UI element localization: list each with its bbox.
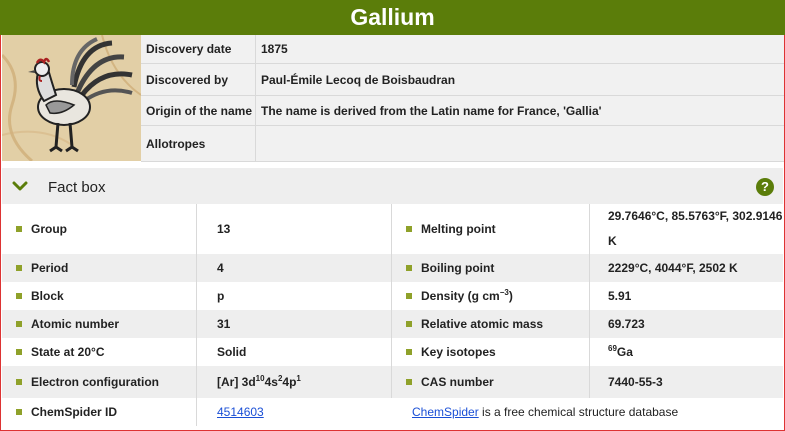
relative-atomic-mass-label-cell: Relative atomic mass — [392, 310, 590, 338]
bullet-icon — [406, 265, 412, 271]
help-icon[interactable]: ? — [756, 178, 774, 196]
chemspider-label: ChemSpider ID — [31, 405, 118, 419]
chemspider-id-link[interactable]: 4514603 — [217, 405, 264, 419]
state-label-cell: State at 20°C — [2, 338, 197, 366]
bullet-icon — [406, 321, 412, 327]
origin-value: The name is derived from the Latin name … — [261, 103, 602, 118]
atomic-number-label: Atomic number — [31, 317, 120, 331]
melting-point-line1: 29.7646°C, 85.5763°F, 302.9146 — [608, 209, 783, 223]
melting-point-value: 29.7646°C, 85.5763°F, 302.9146 K — [590, 204, 783, 254]
cas-number-label: CAS number — [421, 375, 494, 389]
allotropes-label: Allotropes — [141, 126, 256, 161]
fact-box-title: Fact box — [48, 179, 106, 196]
block-label-cell: Block — [2, 282, 197, 310]
discovery-table: Discovery date 1875 Discovered by Paul-É… — [141, 35, 784, 163]
bullet-icon — [406, 293, 412, 299]
origin-label: Origin of the name — [141, 96, 256, 125]
period-label: Period — [31, 261, 69, 275]
boiling-point-label-cell: Boiling point — [392, 254, 590, 282]
key-isotopes-value: 69Ga — [608, 344, 633, 360]
electron-configuration-value: [Ar] 3d104s24p1 — [197, 366, 392, 398]
block-label: Block — [31, 289, 64, 303]
period-label-cell: Period — [2, 254, 197, 282]
bullet-icon — [16, 321, 22, 327]
chevron-down-icon[interactable] — [12, 178, 28, 194]
table-row: Block p Density (g cm−3) 5.91 — [2, 282, 783, 310]
chemspider-link[interactable]: ChemSpider — [412, 405, 479, 419]
table-row: State at 20°C Solid Key isotopes 69Ga — [2, 338, 783, 366]
key-isotopes-label: Key isotopes — [421, 345, 496, 359]
state-label: State at 20°C — [31, 345, 105, 359]
table-row: Group 13 Melting point 29.7646°C, 85.576… — [2, 204, 783, 254]
bullet-icon — [406, 349, 412, 355]
electron-configuration-label-cell: Electron configuration — [2, 366, 197, 398]
block-value: p — [197, 282, 392, 310]
density-label: Density (g cm−3) — [421, 288, 513, 304]
cas-number-value: 7440-55-3 — [608, 375, 663, 389]
density-label-cell: Density (g cm−3) — [392, 282, 590, 310]
bullet-icon — [16, 265, 22, 271]
melting-point-label-cell: Melting point — [392, 204, 590, 254]
relative-atomic-mass-value: 69.723 — [608, 317, 645, 331]
bullet-icon — [406, 379, 412, 385]
atomic-number-value: 31 — [197, 310, 392, 338]
melting-point-line2: K — [608, 234, 617, 248]
page-title: Gallium — [0, 0, 785, 35]
bullet-icon — [16, 409, 22, 415]
discovery-row: Origin of the name The name is derived f… — [141, 96, 784, 126]
bullet-icon — [16, 349, 22, 355]
bullet-icon — [16, 379, 22, 385]
chemspider-label-cell: ChemSpider ID — [2, 398, 197, 426]
bullet-icon — [406, 226, 412, 232]
allotropes-value — [256, 126, 784, 161]
fact-box-header[interactable]: Fact box ? — [2, 168, 783, 204]
discovered-by-label: Discovered by — [141, 64, 256, 95]
discovery-date-value: 1875 — [261, 42, 288, 56]
table-row: Electron configuration [Ar] 3d104s24p1 C… — [2, 366, 783, 398]
discovery-row: Discovery date 1875 — [141, 35, 784, 64]
discovery-date-label: Discovery date — [141, 35, 256, 63]
discovery-row: Discovered by Paul-Émile Lecoq de Boisba… — [141, 64, 784, 96]
discovery-section: Discovery date 1875 Discovered by Paul-É… — [0, 35, 785, 163]
electron-configuration-label: Electron configuration — [31, 375, 160, 389]
relative-atomic-mass-label: Relative atomic mass — [421, 317, 544, 331]
rooster-illustration — [2, 35, 141, 161]
table-row: ChemSpider ID 4514603 ChemSpider is a fr… — [2, 398, 783, 426]
boiling-point-value: 2229°C, 4044°F, 2502 K — [608, 261, 738, 275]
period-value: 4 — [197, 254, 392, 282]
table-row: Period 4 Boiling point 2229°C, 4044°F, 2… — [2, 254, 783, 282]
chemspider-id-cell: 4514603 — [197, 398, 392, 426]
boiling-point-label: Boiling point — [421, 261, 495, 275]
group-value: 13 — [197, 204, 392, 254]
density-value: 5.91 — [608, 289, 632, 303]
bullet-icon — [16, 226, 22, 232]
discovery-row: Allotropes — [141, 126, 784, 162]
melting-point-label: Melting point — [421, 222, 496, 236]
state-value: Solid — [197, 338, 392, 366]
cas-number-label-cell: CAS number — [392, 366, 590, 398]
discovered-by-value: Paul-Émile Lecoq de Boisbaudran — [261, 72, 456, 87]
key-isotopes-label-cell: Key isotopes — [392, 338, 590, 366]
bullet-icon — [16, 293, 22, 299]
group-label-cell: Group — [2, 204, 197, 254]
chemspider-description: ChemSpider is a free chemical structure … — [392, 398, 783, 426]
atomic-number-label-cell: Atomic number — [2, 310, 197, 338]
chemspider-description-text: is a free chemical structure database — [478, 405, 679, 419]
group-label: Group — [31, 222, 67, 236]
table-row: Atomic number 31 Relative atomic mass 69… — [2, 310, 783, 338]
